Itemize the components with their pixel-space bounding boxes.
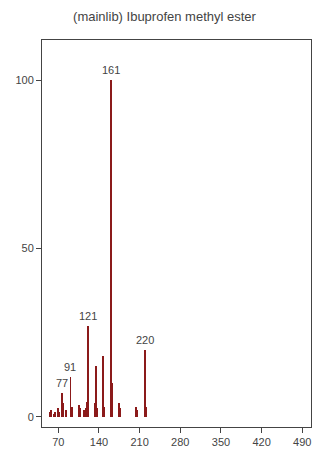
svg-text:91: 91 bbox=[64, 361, 76, 373]
svg-text:77: 77 bbox=[56, 377, 68, 389]
svg-text:350: 350 bbox=[212, 436, 230, 448]
svg-text:220: 220 bbox=[136, 334, 154, 346]
svg-text:70: 70 bbox=[52, 436, 64, 448]
svg-text:100: 100 bbox=[15, 74, 33, 86]
svg-text:140: 140 bbox=[90, 436, 108, 448]
svg-text:50: 50 bbox=[22, 242, 34, 254]
svg-text:490: 490 bbox=[293, 436, 311, 448]
svg-text:121: 121 bbox=[79, 310, 97, 322]
svg-text:(mainlib) Ibuprofen methyl est: (mainlib) Ibuprofen methyl ester bbox=[73, 9, 256, 24]
svg-text:420: 420 bbox=[252, 436, 270, 448]
svg-text:280: 280 bbox=[171, 436, 189, 448]
svg-text:210: 210 bbox=[130, 436, 148, 448]
svg-text:161: 161 bbox=[102, 64, 120, 76]
svg-text:0: 0 bbox=[28, 411, 34, 423]
